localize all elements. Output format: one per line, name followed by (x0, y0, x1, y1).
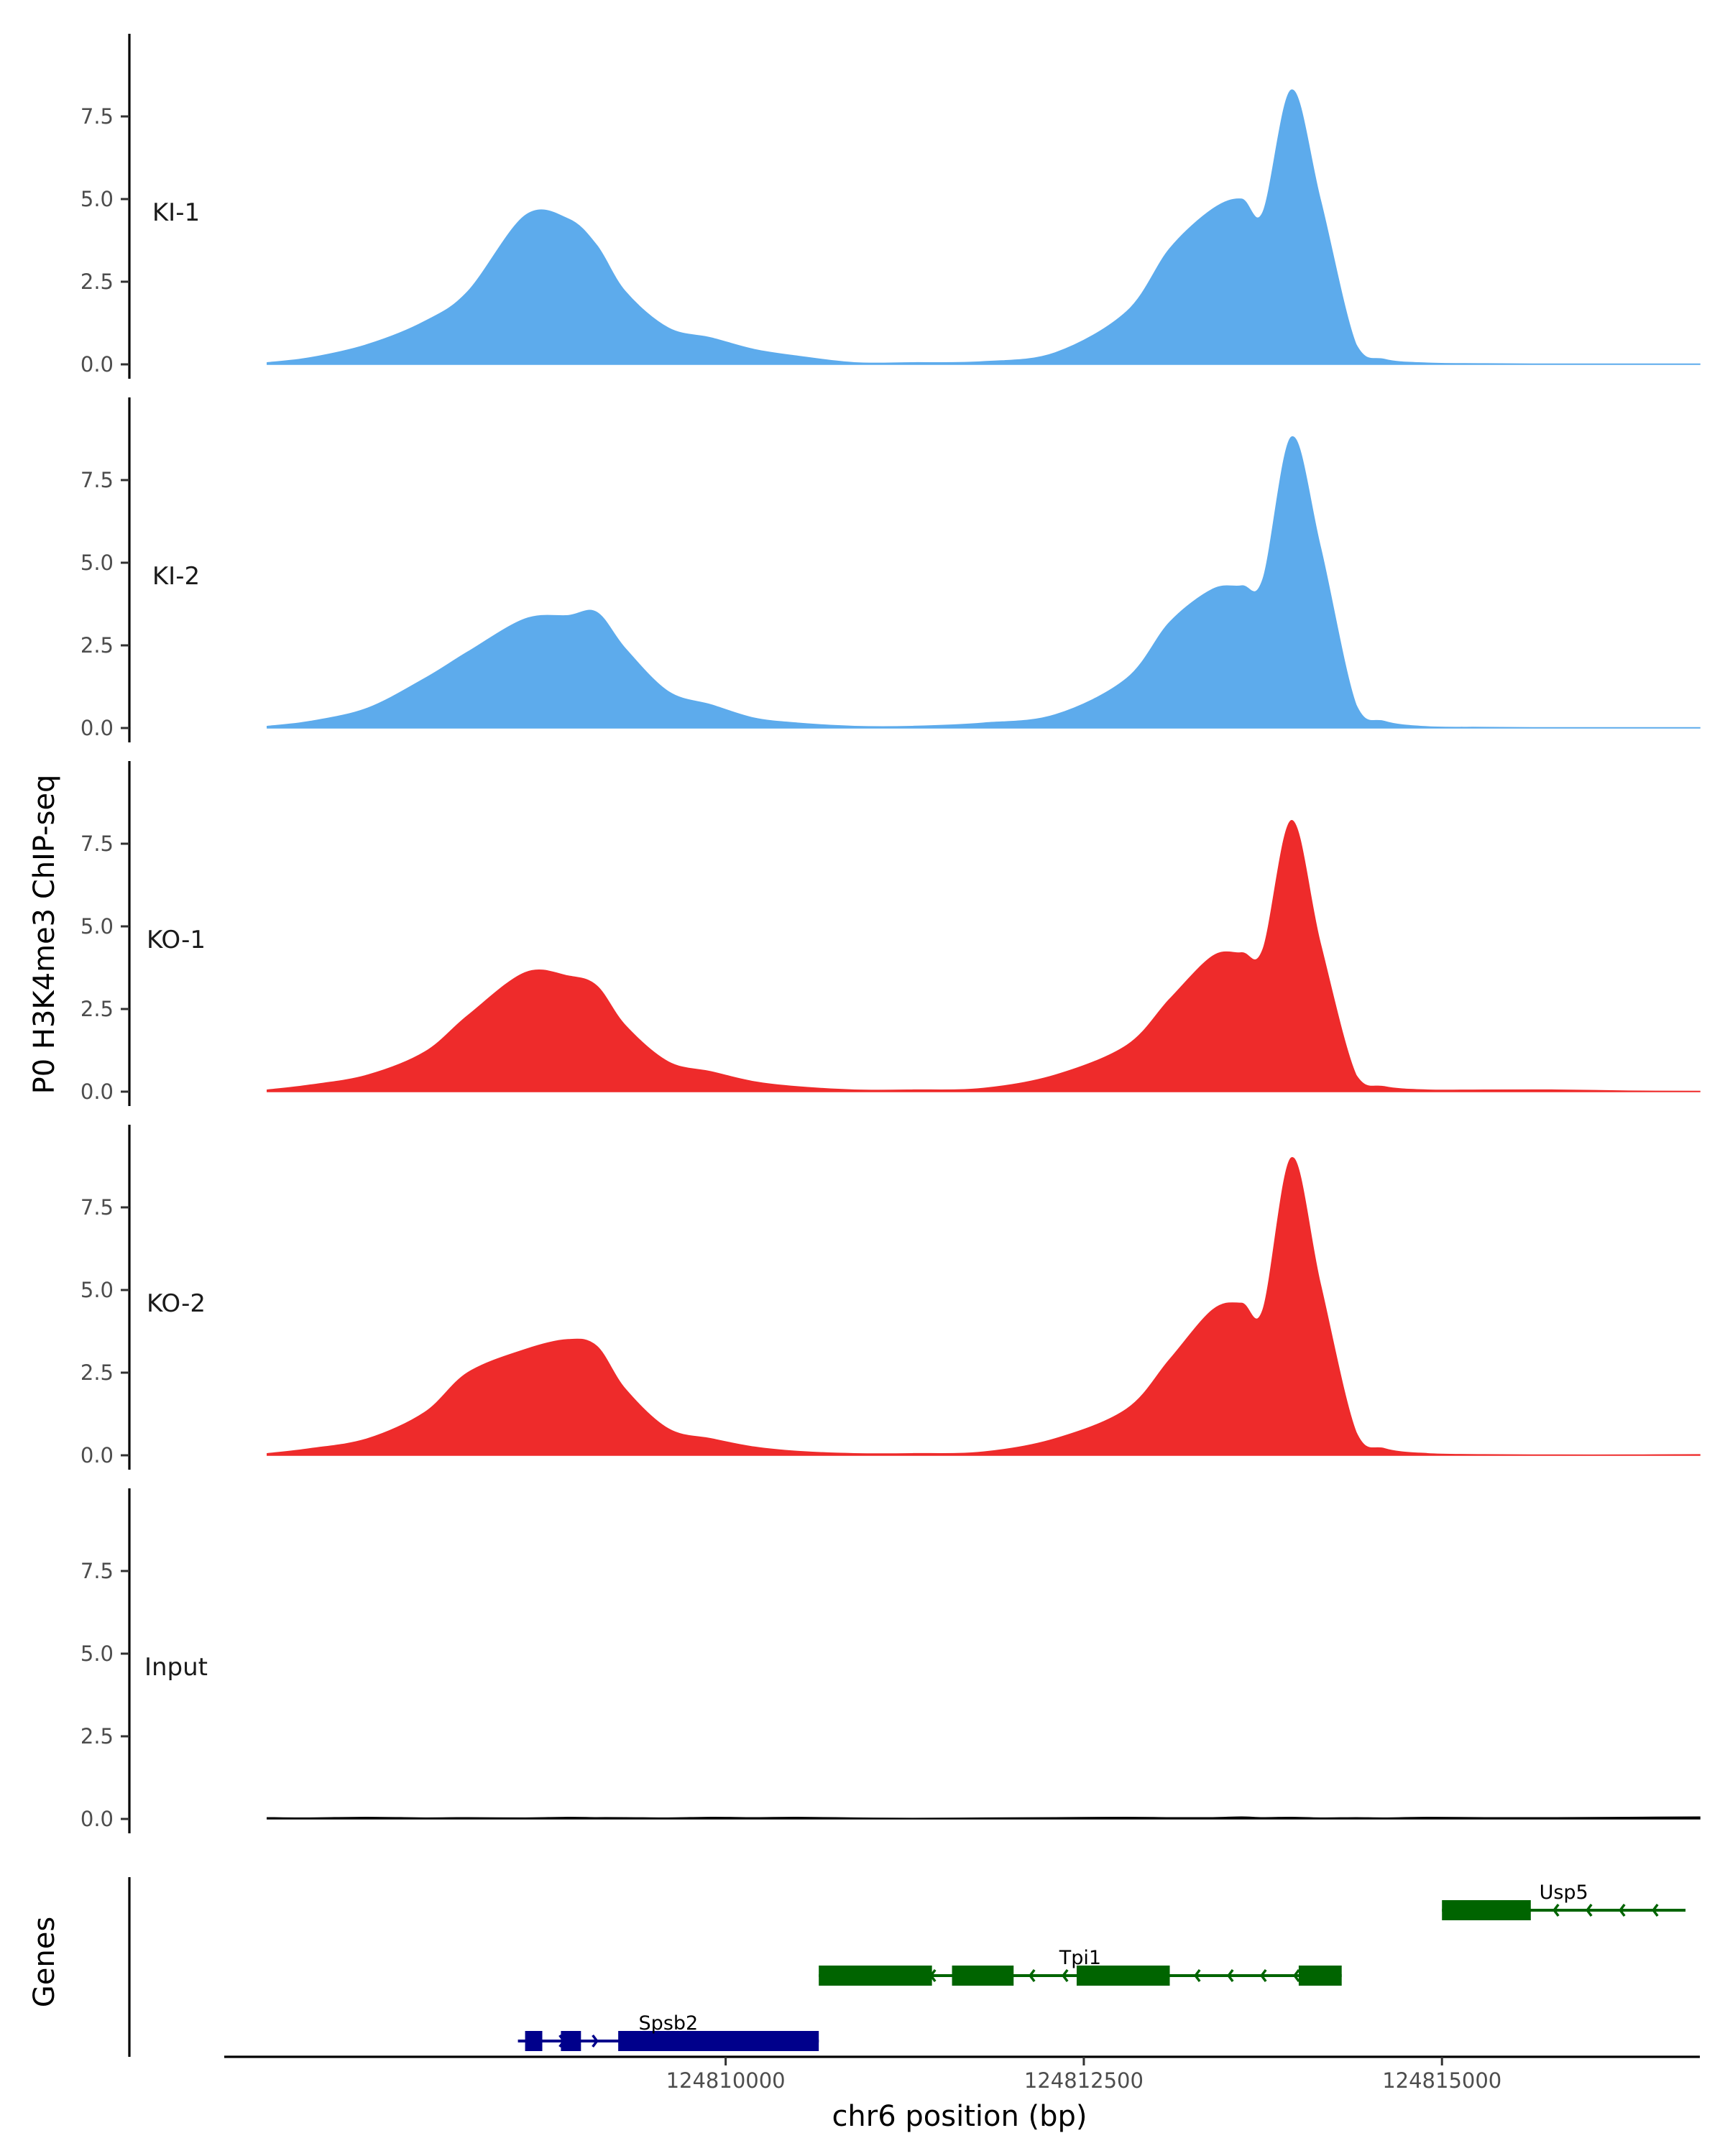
x-tick-label: 124812500 (1024, 2068, 1144, 2093)
y-tick-label: 2.5 (80, 633, 114, 658)
strand-arrow (1259, 1968, 1267, 1983)
y-tick-label: 7.5 (80, 1195, 114, 1220)
gene-spsb2: Spsb2 (518, 2012, 819, 2051)
y-tick-label: 7.5 (80, 1559, 114, 1583)
gene-annotation-panel: Usp5 Tpi1 Spsb2 (128, 1877, 1686, 2057)
strand-arrow (1292, 1968, 1300, 1983)
signal-area-input (267, 1816, 1701, 1820)
gene-exon (561, 2031, 581, 2051)
strand-arrow (1028, 1968, 1036, 1983)
y-tick-label: 2.5 (80, 1360, 114, 1385)
y-tick-label: 0.0 (80, 1807, 114, 1831)
gene-usp5: Usp5 (1442, 1881, 1686, 1920)
signal-area-ko-2 (267, 1157, 1701, 1456)
y-tick-label: 7.5 (80, 831, 114, 856)
track-label: KO-1 (147, 926, 206, 954)
y-tick-label: 0.0 (80, 352, 114, 377)
genes-axis-title: Genes (28, 1917, 61, 2007)
gene-exon (525, 2031, 543, 2051)
signal-area-ki-2 (267, 436, 1701, 729)
track-label: KI-1 (152, 198, 200, 227)
signal-area-ko-1 (267, 820, 1701, 1092)
strand-arrow (1061, 1968, 1069, 1983)
x-tick-label: 124810000 (666, 2068, 786, 2093)
track-label: KI-2 (152, 562, 200, 591)
gene-name-label: Usp5 (1540, 1881, 1588, 1904)
track-ko-2: 0.0 2.5 5.0 7.5 KO-2 (80, 1125, 1701, 1470)
gene-name-label: Tpi1 (1059, 1947, 1101, 1969)
y-tick-label: 5.0 (80, 1641, 114, 1666)
y-tick-label: 0.0 (80, 1079, 114, 1104)
strand-arrow (1193, 1968, 1201, 1983)
gene-exon (952, 1966, 1014, 1986)
track-ki-2: 0.0 2.5 5.0 7.5 KI-2 (80, 397, 1701, 742)
gene-exon (819, 1966, 932, 1986)
x-tick-label: 124815000 (1382, 2068, 1501, 2093)
signal-tracks: 0.0 2.5 5.0 7.5 KI-1 0.0 2.5 5.0 7.5 KI-2 0.0 2.5 5.… (80, 34, 1701, 1833)
y-tick-label: 5.0 (80, 187, 114, 211)
gene-exon (1442, 1900, 1531, 1920)
track-label: Input (144, 1653, 208, 1682)
strand-arrow (592, 2034, 599, 2048)
y-tick-label: 5.0 (80, 1278, 114, 1302)
gene-name-label: Spsb2 (639, 2012, 699, 2035)
signal-area-ki-1 (267, 89, 1701, 365)
gene-exon (1076, 1966, 1170, 1986)
y-tick-label: 0.0 (80, 1443, 114, 1468)
gene-tpi1: Tpi1 (819, 1947, 1342, 1986)
y-tick-label: 5.0 (80, 914, 114, 939)
strand-arrow (1586, 1903, 1593, 1917)
y-tick-label: 7.5 (80, 468, 114, 492)
y-tick-label: 2.5 (80, 270, 114, 294)
strand-arrow (1552, 1903, 1560, 1917)
y-tick-label: 7.5 (80, 104, 114, 129)
y-tick-label: 5.0 (80, 550, 114, 575)
y-tick-label: 2.5 (80, 997, 114, 1021)
track-input: 0.0 2.5 5.0 7.5 Input (80, 1488, 1701, 1833)
track-ko-1: 0.0 2.5 5.0 7.5 KO-1 (80, 761, 1701, 1106)
y-tick-label: 0.0 (80, 716, 114, 740)
y-tick-label: 2.5 (80, 1724, 114, 1749)
strand-arrow (1652, 1903, 1659, 1917)
track-label: KO-2 (147, 1289, 206, 1318)
x-axis-title: chr6 position (bp) (832, 2100, 1087, 2133)
gene-exon (1298, 1966, 1342, 1986)
x-axis: 124810000 124812500 124815000 (224, 2055, 1700, 2093)
gene-exon (618, 2031, 819, 2051)
strand-arrow (1226, 1968, 1234, 1983)
track-ki-1: 0.0 2.5 5.0 7.5 KI-1 (80, 34, 1701, 379)
strand-arrow (1619, 1903, 1626, 1917)
y-axis-title: P0 H3K4me3 ChIP-seq (28, 775, 61, 1095)
